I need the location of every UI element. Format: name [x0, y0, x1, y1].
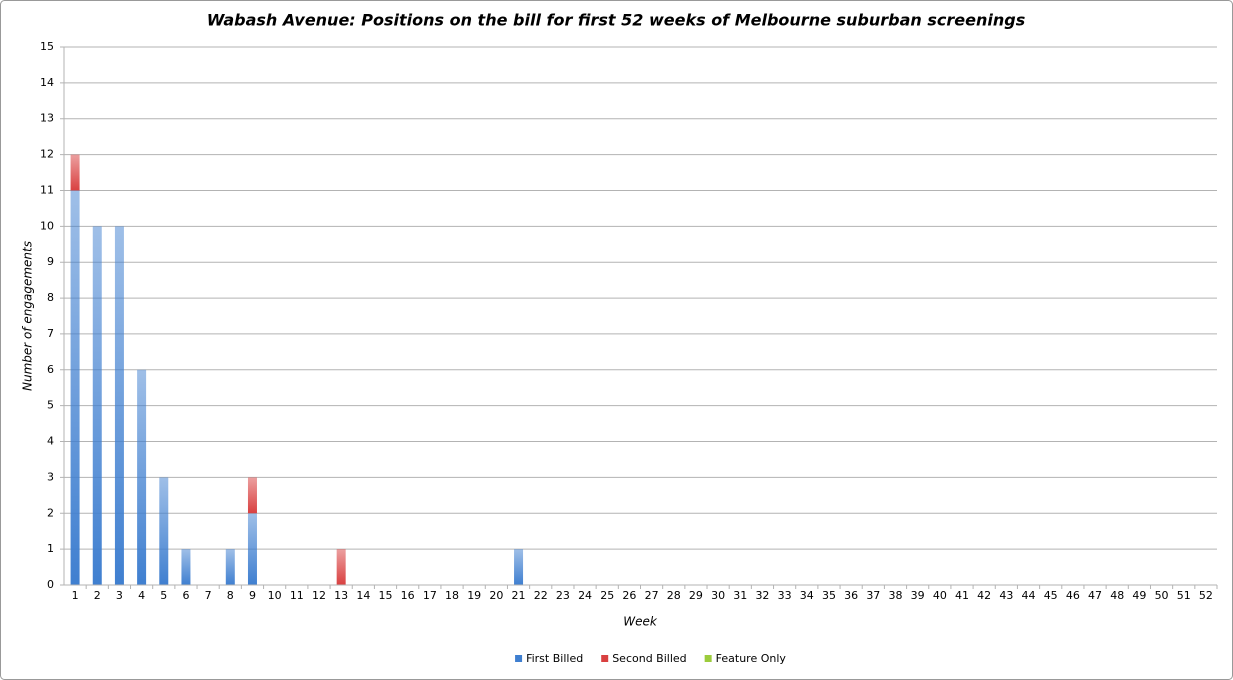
x-tick-label: 31: [733, 589, 747, 602]
x-tick-label: 4: [138, 589, 145, 602]
x-tick-label: 28: [667, 589, 681, 602]
x-tick-label: 49: [1132, 589, 1146, 602]
x-tick-label: 37: [866, 589, 880, 602]
bar-segment: [181, 549, 191, 585]
x-tick-label: 6: [182, 589, 189, 602]
x-tick-label: 43: [999, 589, 1013, 602]
bar-segment: [159, 477, 169, 585]
x-tick-label: 51: [1177, 589, 1191, 602]
bar-segment: [92, 226, 102, 586]
x-tick-label: 30: [711, 589, 725, 602]
x-tick-label: 46: [1066, 589, 1080, 602]
chart-title: Wabash Avenue: Positions on the bill for…: [207, 11, 1025, 30]
bar-segment: [514, 549, 524, 585]
x-tick-label: 25: [600, 589, 614, 602]
legend-label: Second Billed: [612, 652, 686, 665]
x-tick-label: 12: [312, 589, 326, 602]
y-tick-label: 8: [47, 291, 54, 304]
x-tick-label: 19: [467, 589, 481, 602]
y-axis-title: Number of engagements: [21, 241, 35, 391]
x-tick-label: 29: [689, 589, 703, 602]
x-tick-label: 27: [645, 589, 659, 602]
x-tick-label: 40: [933, 589, 947, 602]
y-tick-label: 2: [47, 506, 54, 519]
bar-segment: [114, 226, 124, 586]
bar-segment: [247, 477, 257, 514]
x-tick-label: 15: [379, 589, 393, 602]
legend-swatch: [704, 655, 712, 662]
x-tick-label: 10: [268, 589, 282, 602]
x-tick-label: 8: [227, 589, 234, 602]
x-tick-label: 11: [290, 589, 304, 602]
x-tick-label: 17: [423, 589, 437, 602]
x-tick-label: 39: [911, 589, 925, 602]
x-tick-label: 21: [512, 589, 526, 602]
x-tick-label: 24: [578, 589, 592, 602]
bar-segment: [336, 549, 346, 585]
x-tick-label: 1: [72, 589, 79, 602]
y-tick-label: 14: [40, 76, 54, 89]
x-tick-label: 13: [334, 589, 348, 602]
y-tick-label: 6: [47, 363, 54, 376]
y-tick-label: 4: [47, 435, 54, 448]
x-tick-label: 47: [1088, 589, 1102, 602]
x-tick-label: 33: [778, 589, 792, 602]
legend-label: First Billed: [526, 652, 583, 665]
legend-swatch: [515, 655, 523, 662]
x-tick-label: 3: [116, 589, 123, 602]
x-tick-label: 2: [94, 589, 101, 602]
x-tick-label: 45: [1044, 589, 1058, 602]
x-tick-label: 26: [622, 589, 636, 602]
bar-segment: [70, 154, 80, 191]
x-tick-label: 32: [755, 589, 769, 602]
y-tick-label: 1: [47, 542, 54, 555]
x-tick-label: 35: [822, 589, 836, 602]
bar-segment: [225, 549, 235, 585]
y-tick-label: 0: [47, 578, 54, 591]
y-tick-label: 15: [40, 40, 54, 53]
y-tick-label: 13: [40, 112, 54, 125]
x-tick-label: 38: [888, 589, 902, 602]
y-tick-label: 12: [40, 148, 54, 161]
x-tick-label: 20: [489, 589, 503, 602]
y-tick-label: 3: [47, 470, 54, 483]
x-tick-label: 18: [445, 589, 459, 602]
x-tick-label: 42: [977, 589, 991, 602]
y-tick-label: 5: [47, 399, 54, 412]
x-tick-label: 16: [401, 589, 415, 602]
x-tick-label: 50: [1155, 589, 1169, 602]
x-tick-label: 36: [844, 589, 858, 602]
bar-segment: [247, 513, 257, 585]
bar-segment: [137, 369, 147, 585]
x-tick-label: 5: [160, 589, 167, 602]
x-tick-label: 52: [1199, 589, 1213, 602]
x-tick-label: 9: [249, 589, 256, 602]
bar-segment: [70, 190, 80, 585]
x-tick-label: 22: [534, 589, 548, 602]
x-tick-label: 23: [556, 589, 570, 602]
y-tick-label: 7: [47, 327, 54, 340]
y-tick-label: 11: [40, 183, 54, 196]
y-tick-label: 9: [47, 255, 54, 268]
x-tick-label: 44: [1022, 589, 1036, 602]
x-tick-label: 14: [356, 589, 370, 602]
legend-swatch: [601, 655, 609, 662]
x-tick-label: 34: [800, 589, 814, 602]
x-tick-label: 48: [1110, 589, 1124, 602]
y-tick-label: 10: [40, 219, 54, 232]
x-tick-label: 41: [955, 589, 969, 602]
x-axis-title: Week: [623, 615, 658, 629]
x-tick-label: 7: [205, 589, 212, 602]
legend-label: Feature Only: [716, 652, 787, 665]
